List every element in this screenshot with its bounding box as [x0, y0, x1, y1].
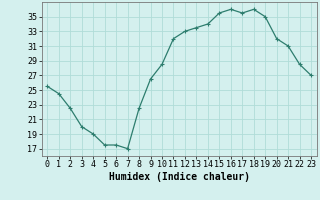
- X-axis label: Humidex (Indice chaleur): Humidex (Indice chaleur): [109, 172, 250, 182]
